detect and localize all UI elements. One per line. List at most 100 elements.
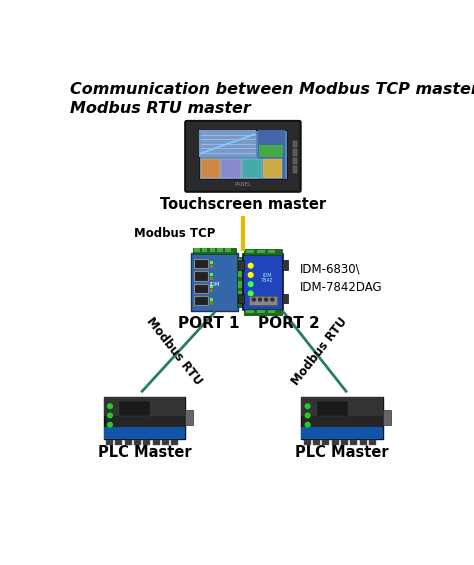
Bar bbox=[210, 277, 213, 280]
Bar bbox=[383, 410, 391, 424]
Text: Touchscreen master: Touchscreen master bbox=[160, 197, 326, 212]
Bar bbox=[245, 309, 282, 315]
Bar bbox=[210, 260, 213, 264]
Bar bbox=[106, 440, 113, 445]
Bar bbox=[153, 440, 160, 445]
Circle shape bbox=[248, 291, 253, 295]
Bar bbox=[210, 285, 213, 288]
Bar bbox=[104, 397, 185, 440]
Text: IDM-6830\
IDM-7842DAG: IDM-6830\ IDM-7842DAG bbox=[300, 263, 382, 293]
Bar bbox=[293, 166, 297, 172]
Bar bbox=[341, 440, 348, 445]
Text: PANEL: PANEL bbox=[234, 182, 252, 187]
Bar bbox=[225, 249, 230, 252]
Bar bbox=[257, 250, 264, 253]
Circle shape bbox=[258, 298, 262, 301]
Bar bbox=[194, 249, 200, 252]
Bar bbox=[199, 131, 256, 157]
Bar bbox=[104, 397, 185, 416]
Bar bbox=[238, 294, 244, 303]
Bar bbox=[218, 249, 223, 252]
Bar bbox=[192, 247, 236, 254]
Circle shape bbox=[248, 263, 253, 268]
Bar bbox=[194, 284, 208, 293]
Bar bbox=[268, 310, 275, 314]
Bar bbox=[293, 149, 297, 155]
Bar bbox=[119, 401, 150, 416]
Bar bbox=[238, 260, 244, 270]
Text: IDM
7842: IDM 7842 bbox=[261, 272, 273, 284]
Bar bbox=[143, 440, 150, 445]
Bar bbox=[210, 264, 213, 268]
Bar bbox=[268, 250, 275, 253]
Text: PLC Master: PLC Master bbox=[295, 445, 389, 460]
Bar bbox=[293, 141, 297, 147]
Bar bbox=[171, 440, 178, 445]
Bar bbox=[210, 302, 213, 305]
Circle shape bbox=[271, 298, 274, 301]
Bar bbox=[257, 310, 264, 314]
Bar bbox=[283, 260, 288, 270]
Bar bbox=[258, 131, 285, 179]
Bar bbox=[202, 249, 207, 252]
Circle shape bbox=[108, 404, 112, 408]
Bar bbox=[369, 440, 376, 445]
Bar bbox=[199, 131, 287, 179]
Bar bbox=[332, 440, 338, 445]
Bar bbox=[221, 159, 241, 177]
Bar bbox=[125, 440, 132, 445]
Bar bbox=[191, 253, 237, 311]
Bar bbox=[210, 298, 213, 301]
Bar bbox=[304, 440, 311, 445]
Bar bbox=[104, 428, 185, 440]
Bar bbox=[162, 440, 169, 445]
Bar bbox=[293, 158, 297, 164]
Circle shape bbox=[305, 413, 310, 418]
Bar bbox=[210, 289, 213, 292]
Circle shape bbox=[305, 404, 310, 408]
Bar bbox=[301, 397, 383, 416]
Bar bbox=[245, 249, 282, 255]
Bar bbox=[185, 410, 193, 424]
Bar bbox=[237, 270, 242, 277]
Text: PORT 2: PORT 2 bbox=[258, 316, 319, 331]
Bar bbox=[134, 440, 141, 445]
Bar bbox=[210, 273, 213, 276]
Circle shape bbox=[108, 413, 112, 418]
Bar bbox=[194, 271, 208, 281]
Bar bbox=[322, 440, 329, 445]
Bar bbox=[201, 159, 220, 177]
Bar bbox=[259, 145, 283, 157]
Circle shape bbox=[248, 282, 253, 286]
Bar bbox=[116, 440, 122, 445]
Bar bbox=[283, 294, 288, 303]
Bar bbox=[237, 292, 242, 298]
Bar bbox=[237, 257, 243, 307]
Bar bbox=[249, 295, 277, 305]
Text: Modbus RTU: Modbus RTU bbox=[144, 315, 204, 388]
Circle shape bbox=[264, 298, 268, 301]
Bar bbox=[313, 440, 320, 445]
Bar bbox=[246, 250, 254, 253]
Bar bbox=[350, 440, 357, 445]
Bar bbox=[301, 397, 383, 440]
FancyBboxPatch shape bbox=[185, 121, 301, 192]
Text: PORT 1: PORT 1 bbox=[178, 316, 239, 331]
Bar bbox=[301, 428, 383, 440]
Text: Modbus TCP: Modbus TCP bbox=[135, 227, 216, 240]
Circle shape bbox=[252, 298, 255, 301]
Circle shape bbox=[248, 273, 253, 277]
Bar bbox=[242, 159, 262, 177]
Text: PLC Master: PLC Master bbox=[98, 445, 191, 460]
Bar bbox=[237, 281, 242, 288]
Text: Communication between Modbus TCP master and
Modbus RTU master: Communication between Modbus TCP master … bbox=[70, 82, 474, 116]
Bar bbox=[210, 249, 215, 252]
Bar bbox=[246, 310, 254, 314]
Bar bbox=[263, 159, 283, 177]
Text: Modbus RTU: Modbus RTU bbox=[289, 315, 350, 388]
Bar bbox=[360, 440, 366, 445]
Circle shape bbox=[305, 423, 310, 427]
Bar bbox=[243, 254, 283, 310]
Bar bbox=[194, 296, 208, 305]
Circle shape bbox=[108, 423, 112, 427]
